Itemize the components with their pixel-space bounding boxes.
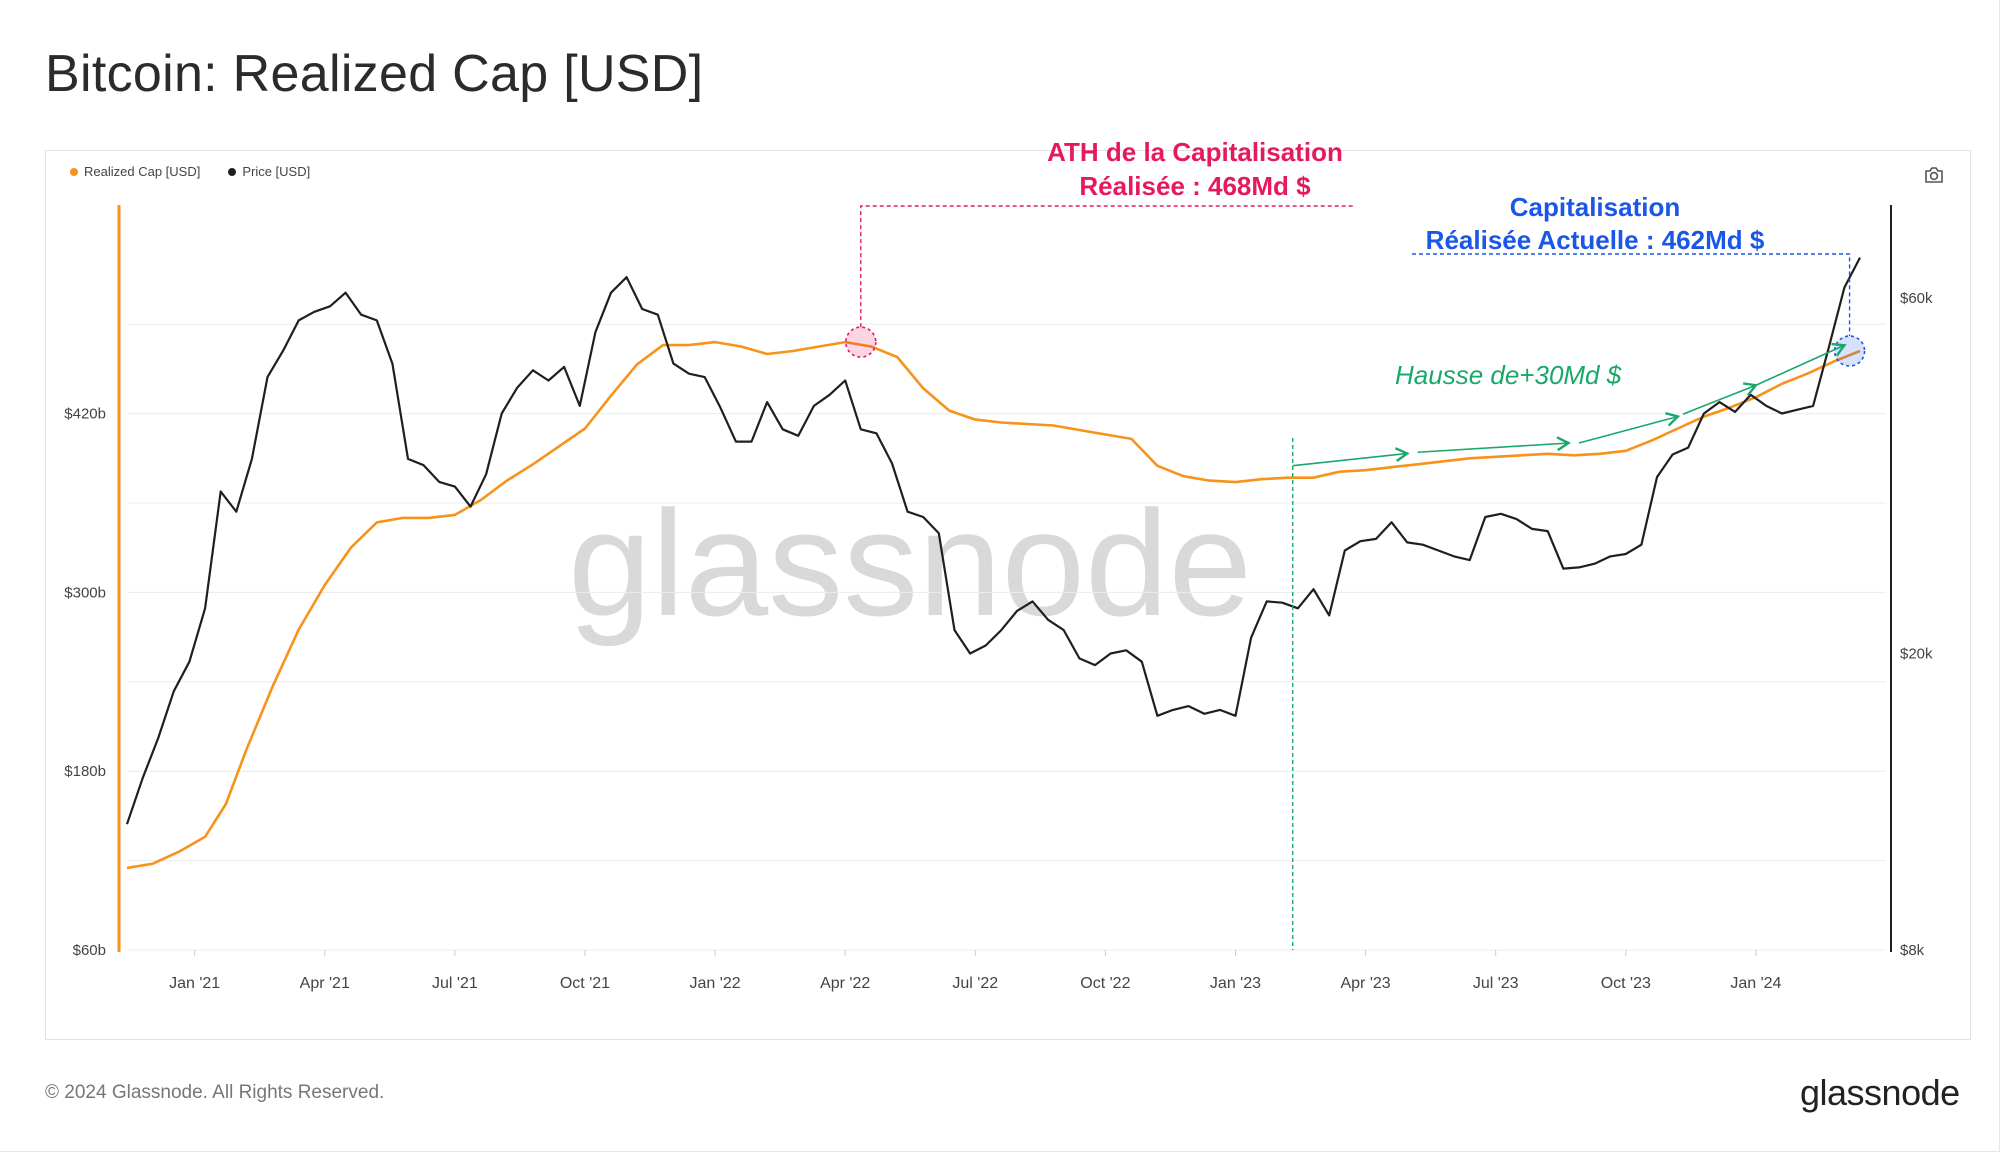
camera-icon[interactable]	[1924, 166, 1944, 184]
current-label-line1: Capitalisation	[1510, 192, 1680, 222]
x-tick-label: Jul '23	[1473, 975, 1519, 992]
x-tick-label: Jul '22	[952, 975, 998, 992]
x-tick-label: Jan '24	[1730, 975, 1781, 992]
x-tick-label: Jan '23	[1210, 975, 1261, 992]
y-left-tick-label: $300b	[64, 584, 106, 601]
rise-arrow	[1417, 436, 1571, 454]
rise-label: Hausse de+30Md $	[1395, 360, 1622, 390]
rise-arrow	[1578, 412, 1681, 444]
y-left-tick-label: $60b	[73, 942, 106, 959]
legend-item-realized-cap[interactable]: Realized Cap [USD]	[70, 164, 200, 179]
x-tick-label: Oct '22	[1080, 975, 1130, 992]
x-tick-label: Jan '21	[169, 975, 220, 992]
current-label-line2: Réalisée Actuelle : 462Md $	[1426, 225, 1765, 255]
ath-label-line2: Réalisée : 468Md $	[1079, 171, 1311, 201]
realized-cap-line	[126, 340, 1861, 870]
legend-label-price: Price [USD]	[242, 164, 311, 179]
copyright-text: © 2024 Glassnode. All Rights Reserved.	[45, 1082, 385, 1103]
legend-label-realized-cap: Realized Cap [USD]	[84, 164, 201, 179]
chart-legend: Realized Cap [USD] Price [USD]	[70, 164, 310, 179]
page-title: Bitcoin: Realized Cap [USD]	[45, 45, 704, 103]
legend-dot-realized-cap	[70, 167, 78, 176]
x-tick-label: Jan '22	[690, 975, 741, 992]
rise-arrow	[1292, 447, 1410, 467]
x-tick-label: Oct '21	[560, 975, 610, 992]
chart-panel	[45, 150, 1971, 1040]
x-tick-label: Jul '21	[432, 975, 478, 992]
rise-arrow	[1755, 342, 1847, 386]
legend-item-price[interactable]: Price [USD]	[228, 164, 310, 179]
x-tick-label: Oct '23	[1601, 975, 1651, 992]
rise-arrow	[1682, 382, 1759, 415]
glassnode-logo[interactable]: glassnode	[1800, 1072, 1960, 1113]
y-left-tick-label: $180b	[64, 763, 106, 780]
legend-dot-price	[228, 167, 237, 176]
ath-marker	[844, 326, 877, 358]
y-left-tick-label: $420b	[64, 406, 106, 423]
watermark-text: glassnode	[568, 479, 1252, 647]
x-tick-label: Apr '21	[300, 975, 350, 992]
current-marker	[1833, 335, 1866, 367]
ath-label-line1: ATH de la Capitalisation	[1047, 137, 1343, 167]
y-right-tick-label: $20k	[1900, 646, 1933, 663]
current-leader-line	[1412, 253, 1851, 337]
y-right-tick-label: $8k	[1900, 942, 1925, 959]
ath-leader-line	[860, 205, 1355, 328]
price-line	[125, 257, 1861, 825]
y-right-tick-label: $60k	[1900, 290, 1933, 307]
x-tick-label: Apr '23	[1340, 975, 1390, 992]
x-tick-label: Apr '22	[820, 975, 870, 992]
